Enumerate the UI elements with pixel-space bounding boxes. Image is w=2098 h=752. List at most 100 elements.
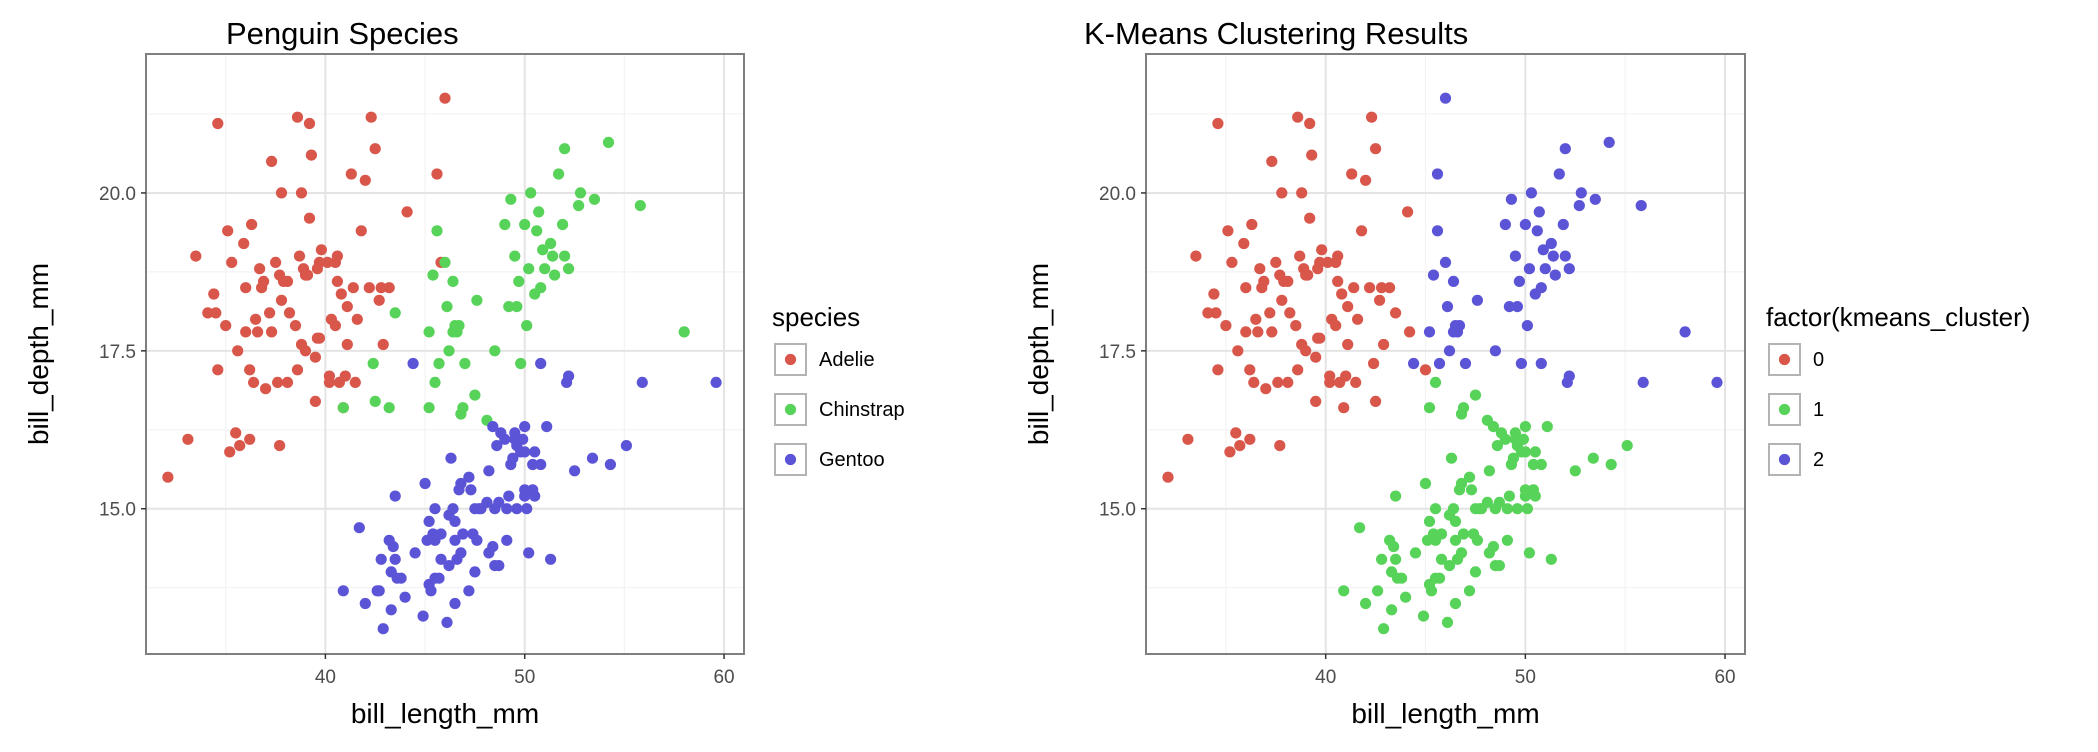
data-point [1553,168,1565,180]
data-point [1547,250,1559,262]
data-point [1404,326,1416,338]
data-point [429,503,441,515]
y-tick-label: 20.0 [99,184,136,205]
data-point [1557,218,1569,231]
data-point [1535,282,1547,294]
data-point [519,218,531,231]
data-point [1408,357,1420,370]
data-point [266,326,278,338]
data-point [1535,458,1547,471]
data-point [339,370,351,382]
data-point [427,269,439,281]
legend: factor(kmeans_cluster) 0 1 2 [1766,302,2030,476]
data-point [244,364,256,376]
legend-title: factor(kmeans_cluster) [1766,302,2030,332]
data-point [1366,111,1378,123]
data-point [1376,553,1388,565]
data-point [359,174,371,186]
series-1 [1338,376,1633,635]
data-point [1202,307,1214,319]
data-point [1635,200,1647,212]
legend-item: Chinstrap [774,393,905,426]
data-point [377,623,389,635]
data-point [1300,345,1312,357]
data-point [457,402,469,414]
data-point [1332,275,1344,287]
data-point [503,301,515,313]
data-point [499,218,511,231]
data-point [503,490,515,502]
data-point [1431,225,1444,237]
data-point [309,395,321,407]
data-point [1517,433,1529,445]
data-point [1340,370,1352,382]
data-point [425,585,437,597]
data-point [274,440,286,452]
legend-key [774,343,807,376]
legend-item: 2 [1768,443,1824,476]
data-point [1272,376,1284,388]
data-point [337,585,349,597]
data-point [507,452,519,464]
data-point [345,168,357,180]
data-point [331,250,343,262]
data-point [1388,541,1400,553]
data-point [499,433,511,445]
data-point [369,143,381,155]
data-point [1515,357,1527,370]
data-point [383,402,395,414]
x-tick-label: 40 [315,667,336,688]
data-point [1463,471,1476,483]
data-point [1284,307,1296,319]
data-point [291,364,304,376]
data-point [1527,458,1539,471]
data-point [351,313,363,325]
data-point [1190,250,1202,262]
data-point [375,282,387,294]
data-point [531,225,543,237]
data-point [545,237,557,250]
data-point [1471,534,1483,546]
data-point [1487,421,1499,433]
data-point [1402,206,1414,218]
data-point [313,332,325,344]
data-point [435,528,447,540]
data-point [1569,465,1581,477]
data-point [1509,250,1521,262]
legend-key [774,443,807,476]
data-point [1441,616,1454,629]
data-point [417,610,429,622]
data-point [525,187,537,199]
data-point [1386,604,1398,616]
data-point [559,143,571,155]
data-point [1509,427,1521,439]
data-point [511,503,523,515]
data-point [1258,275,1270,287]
data-point [1368,357,1380,370]
data-point [1483,465,1495,477]
data-point [353,522,365,534]
data-point [573,200,585,212]
data-point [365,111,377,123]
data-point [1535,357,1547,370]
panel-border [145,53,745,655]
y-axis-label: bill_depth_mm [23,263,54,445]
data-point [1310,351,1322,363]
data-point [433,357,445,370]
data-point [1354,522,1366,534]
data-point [1282,376,1294,388]
data-point [463,471,475,483]
data-point [1433,357,1446,370]
data-point [266,155,278,167]
data-point [1563,370,1575,382]
data-point [387,541,399,553]
y-tick-label: 15.0 [99,500,136,521]
data-point [535,458,547,471]
data-point [1457,402,1470,414]
data-point [519,421,531,433]
data-point [509,250,521,262]
series-Chinstrap [337,136,690,426]
data-point [489,345,501,357]
data-point [1469,389,1482,401]
data-point [238,237,250,250]
